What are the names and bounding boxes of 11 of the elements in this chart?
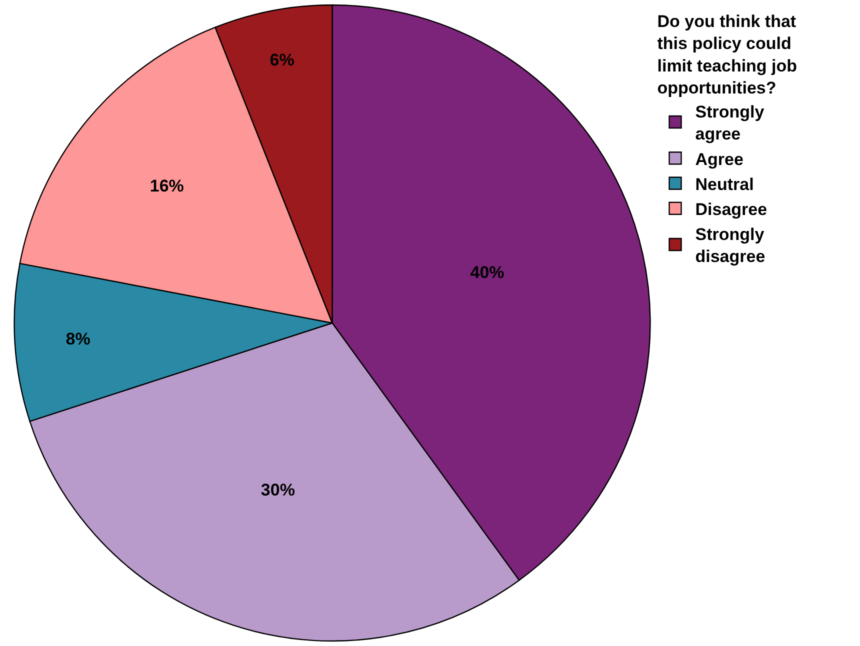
data-label: 16% xyxy=(150,176,184,196)
legend-label: Strongly disagree xyxy=(695,225,766,266)
data-label: 6% xyxy=(270,50,294,70)
data-label: 8% xyxy=(66,329,90,348)
legend-label: Disagree xyxy=(695,200,768,219)
legend-label: Strongly agree xyxy=(695,102,765,144)
legend-label: Agree xyxy=(695,150,744,169)
data-label: 30% xyxy=(260,480,295,500)
legend-title: Do you think that this policy could limit teaching job opportunities? xyxy=(657,12,798,98)
legend-label: Neutral xyxy=(695,174,754,194)
data-label: 40% xyxy=(470,263,504,282)
